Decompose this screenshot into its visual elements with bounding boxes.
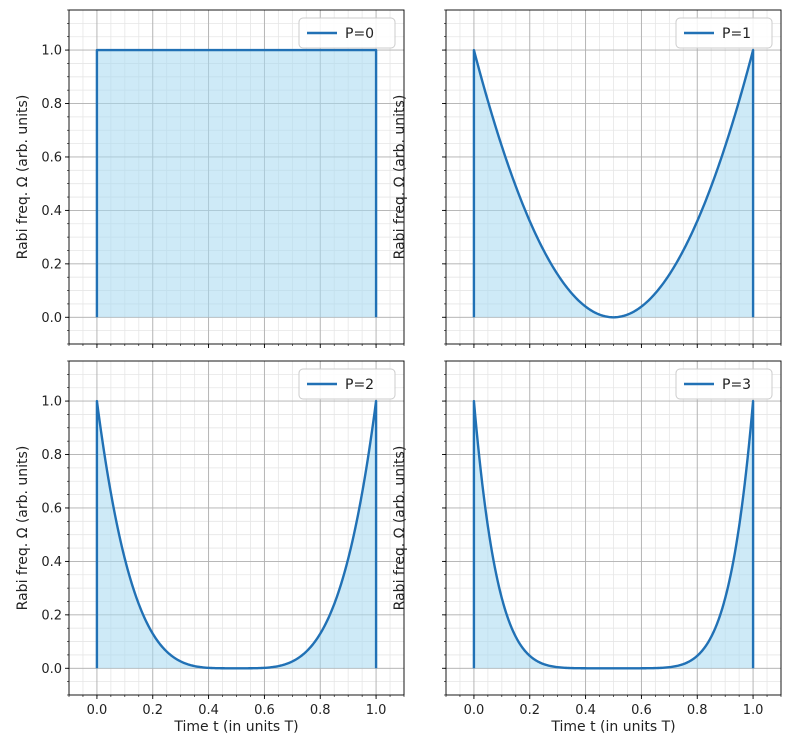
x-axis-label: Time t (in units T) — [173, 719, 298, 735]
legend-box — [298, 17, 396, 49]
y-tick-label: 0.6 — [41, 150, 62, 165]
legend: P=1 — [675, 17, 773, 49]
y-tick-label: 0.4 — [41, 204, 62, 219]
x-tick-label: 0.2 — [519, 703, 540, 718]
legend-box — [675, 17, 773, 49]
x-tick-label: 1.0 — [366, 703, 387, 718]
y-axis-label: Rabi freq. Ω (arb. units) — [392, 446, 408, 611]
y-tick-label: 1.0 — [41, 395, 62, 410]
plot-area — [472, 48, 755, 319]
x-tick-label: 0.8 — [687, 703, 708, 718]
series-line — [472, 48, 755, 319]
legend: P=2 — [298, 368, 396, 400]
y-axis-label: Rabi freq. Ω (arb. units) — [392, 95, 408, 260]
legend-label: P=2 — [345, 377, 374, 393]
y-tick-label: 0.8 — [41, 97, 62, 112]
chart-panel-2: Rabi freq. Ω (arb. units) P=1 — [392, 9, 782, 348]
y-tick-label: 1.0 — [41, 44, 62, 59]
x-axis-label: Time t (in units T) — [550, 719, 675, 735]
area-fill — [473, 401, 754, 669]
legend: P=3 — [675, 368, 773, 400]
plot-area — [472, 399, 755, 670]
y-axis-label: Rabi freq. Ω (arb. units) — [15, 446, 31, 611]
series-line — [95, 399, 378, 670]
y-tick-label: 0.0 — [41, 311, 62, 326]
chart-panel-1: 0.0 0.2 0.4 0.6 0.8 1.0 Rabi freq. Ω (arb. uni… — [15, 9, 405, 348]
series-line — [472, 399, 755, 670]
legend-label: P=1 — [722, 26, 751, 42]
y-tick-label: 0.2 — [41, 608, 62, 623]
x-tick-label: 0.0 — [464, 703, 485, 718]
area-fill — [96, 401, 377, 669]
y-tick-label: 0.6 — [41, 501, 62, 516]
y-axis-label: Rabi freq. Ω (arb. units) — [15, 95, 31, 260]
chart-panel-4: 0.0 0.2 0.4 0.6 0.8 1.0 Rabi freq. Ω (arb. uni… — [392, 360, 782, 735]
x-tick-label: 0.4 — [575, 703, 596, 718]
x-tick-label: 0.8 — [310, 703, 331, 718]
plot-area — [95, 399, 378, 670]
x-tick-label: 0.4 — [198, 703, 219, 718]
legend-box — [675, 368, 773, 400]
area-fill — [96, 50, 377, 318]
chart-panel-3: 0.0 0.2 0.4 0.6 0.8 1.0 0.0 0.2 0.4 0.6 0.8 1.0 Rabi… — [15, 360, 405, 735]
legend-box — [298, 368, 396, 400]
plot-area — [95, 48, 378, 318]
x-tick-label: 1.0 — [743, 703, 764, 718]
y-tick-label: 0.2 — [41, 257, 62, 272]
series-line — [95, 48, 378, 318]
x-tick-label: 0.6 — [631, 703, 652, 718]
x-tick-label: 0.0 — [87, 703, 108, 718]
legend-label: P=0 — [345, 26, 374, 42]
y-tick-label: 0.8 — [41, 448, 62, 463]
legend: P=0 — [298, 17, 396, 49]
legend-label: P=3 — [722, 377, 751, 393]
x-tick-label: 0.2 — [142, 703, 163, 718]
y-tick-label: 0.4 — [41, 555, 62, 570]
x-tick-label: 0.6 — [254, 703, 275, 718]
y-tick-label: 0.0 — [41, 662, 62, 677]
